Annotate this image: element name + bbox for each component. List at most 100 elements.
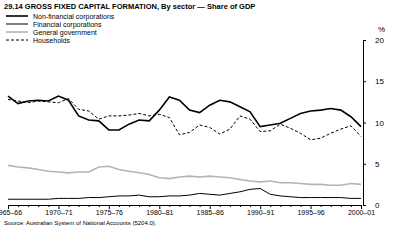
plot-area — [8, 96, 361, 199]
x-tick — [220, 205, 221, 207]
x-tick — [99, 205, 100, 207]
x-tick — [250, 205, 251, 207]
y-tick: 10 — [363, 119, 384, 128]
y-tick-label: 5 — [375, 160, 380, 169]
x-tick — [129, 205, 130, 207]
y-tick: 15 — [363, 77, 384, 86]
x-tick-label: 1980–81 — [146, 209, 173, 216]
x-tick-mark — [270, 205, 271, 207]
x-tick: 1990–91 — [247, 205, 274, 216]
x-tick-mark — [179, 205, 180, 207]
legend-label: Financial corporations — [33, 21, 102, 29]
x-tick-label: 1985–86 — [197, 209, 224, 216]
x-tick-mark — [169, 205, 170, 207]
y-axis: 0 5 10 15 20 — [363, 36, 384, 210]
y-tick-mark — [363, 123, 366, 124]
x-tick — [48, 205, 49, 207]
x-tick-mark — [79, 205, 80, 207]
x-tick — [300, 205, 301, 207]
x-tick-mark — [48, 205, 49, 207]
x-tick-mark — [190, 205, 191, 207]
source-note: Source: Australian System of National Ac… — [4, 220, 157, 226]
x-tick — [28, 205, 29, 207]
y-tick: 5 — [363, 160, 380, 169]
legend-swatch — [6, 24, 28, 25]
x-tick — [169, 205, 170, 207]
x-tick — [38, 205, 39, 207]
x-tick-mark — [300, 205, 301, 207]
x-tick — [240, 205, 241, 207]
y-tick: 20 — [363, 36, 384, 45]
x-tick — [139, 205, 140, 207]
x-tick-mark — [200, 205, 201, 207]
x-axis-line — [9, 206, 362, 209]
x-tick — [280, 205, 281, 207]
x-tick — [69, 205, 70, 207]
x-tick-mark — [119, 205, 120, 207]
x-tick — [331, 205, 332, 207]
y-tick-mark — [363, 205, 366, 206]
x-tick — [200, 205, 201, 207]
x-tick-label: 1995–96 — [297, 209, 324, 216]
x-tick-mark — [69, 205, 70, 207]
x-tick-mark — [38, 205, 39, 207]
legend-label: General government — [33, 29, 97, 37]
y-tick: 0 — [363, 201, 380, 210]
y-tick-mark — [363, 40, 366, 41]
x-tick — [179, 205, 180, 207]
y-tick-label: 0 — [375, 201, 380, 210]
x-axis: 1965–66 1970–71 1975–76 1980–81 1985–86 1990–… — [0, 205, 375, 216]
x-tick — [119, 205, 120, 207]
x-tick-mark — [240, 205, 241, 207]
x-tick: 1975–76 — [96, 205, 123, 216]
x-tick — [321, 205, 322, 207]
x-tick-mark — [321, 205, 322, 207]
x-tick-mark — [280, 205, 281, 207]
x-tick — [230, 205, 231, 207]
series-line — [8, 165, 361, 185]
x-tick-label: 1970–71 — [45, 209, 72, 216]
x-tick-mark — [149, 205, 150, 207]
series-line — [8, 189, 361, 200]
title: 29.14 GROSS FIXED CAPITAL FORMATION, By … — [4, 2, 255, 11]
x-tick — [149, 205, 150, 207]
y-axis-label: % — [378, 25, 385, 34]
x-tick — [89, 205, 90, 207]
series-line — [8, 99, 361, 140]
x-tick: 2000–01 — [348, 205, 375, 216]
y-tick-mark — [363, 164, 366, 165]
x-tick-mark — [99, 205, 100, 207]
x-tick — [270, 205, 271, 207]
x-tick: 1970–71 — [45, 205, 72, 216]
x-tick-mark — [341, 205, 342, 207]
x-tick-mark — [290, 205, 291, 207]
x-tick-mark — [28, 205, 29, 207]
x-tick-mark — [129, 205, 130, 207]
legend-label: Non-financial corporations — [33, 13, 115, 21]
x-tick-mark — [230, 205, 231, 207]
x-tick-mark — [89, 205, 90, 207]
y-tick-label: 15 — [375, 77, 384, 86]
x-tick — [18, 205, 19, 207]
x-tick-label: 1975–76 — [96, 209, 123, 216]
x-tick: 1980–81 — [146, 205, 173, 216]
x-tick-label: 1990–91 — [247, 209, 274, 216]
y-tick-mark — [363, 81, 366, 82]
x-tick-mark — [250, 205, 251, 207]
x-tick — [290, 205, 291, 207]
x-tick — [341, 205, 342, 207]
legend-label: Households — [33, 37, 70, 44]
y-tick-label: 10 — [375, 119, 384, 128]
x-tick — [79, 205, 80, 207]
series-line — [8, 96, 361, 130]
x-tick-mark — [18, 205, 19, 207]
x-tick: 1965–66 — [0, 205, 22, 216]
chart: 29.14 GROSS FIXED CAPITAL FORMATION, By … — [0, 0, 397, 227]
legend-swatch — [6, 31, 28, 33]
y-tick-label: 20 — [375, 36, 384, 45]
x-tick: 1985–86 — [197, 205, 224, 216]
x-tick-mark — [351, 205, 352, 207]
x-tick-mark — [139, 205, 140, 207]
x-tick-mark — [220, 205, 221, 207]
x-tick: 1995–96 — [297, 205, 324, 216]
